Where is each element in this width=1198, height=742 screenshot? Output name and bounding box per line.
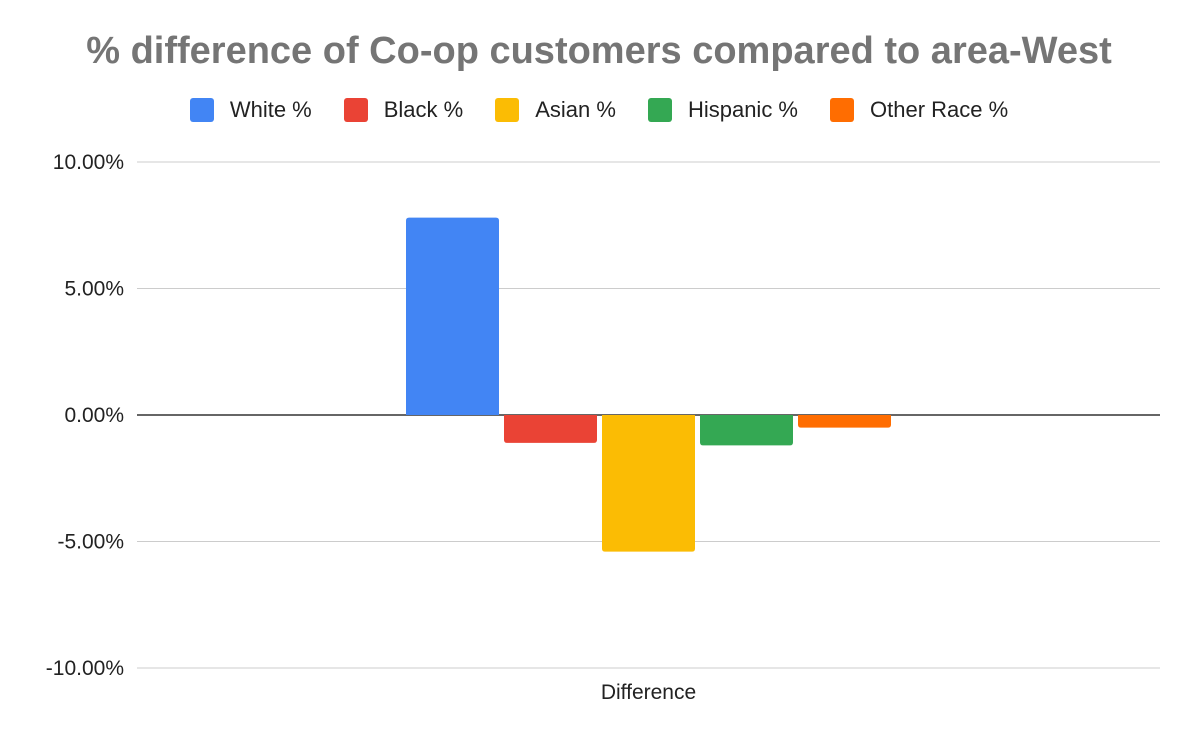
legend-label-asian: Asian % — [535, 97, 616, 122]
y-tick-label: 0.00% — [64, 404, 124, 427]
legend-item-asian[interactable]: Asian % — [495, 97, 616, 123]
legend-item-black[interactable]: Black % — [343, 97, 464, 123]
y-tick-label: 5.00% — [64, 278, 124, 301]
bars — [406, 217, 891, 552]
legend-swatch-hispanic — [647, 98, 672, 122]
bar-hispanic[interactable] — [700, 415, 793, 446]
y-tick-label: -5.00% — [57, 531, 124, 554]
bar-white[interactable] — [406, 217, 499, 415]
legend-item-other-race[interactable]: Other Race % — [830, 97, 1008, 123]
legend: White % Black % Asian % Hispanic % Other… — [0, 97, 1198, 123]
x-category-label: Difference — [601, 681, 696, 704]
bar-other-race[interactable] — [798, 415, 891, 428]
legend-label-other-race: Other Race % — [870, 97, 1009, 122]
x-category-labels: Difference — [601, 681, 696, 704]
legend-item-hispanic[interactable]: Hispanic % — [647, 97, 798, 123]
legend-swatch-other-race — [830, 98, 854, 122]
bar-black[interactable] — [504, 415, 597, 443]
chart-title: % difference of Co-op customers compared… — [86, 30, 1112, 72]
y-tick-labels: 10.00% 5.00% 0.00% -5.00% -10.00% — [46, 151, 124, 680]
y-tick-label: -10.00% — [46, 657, 124, 680]
legend-swatch-asian — [495, 98, 520, 122]
legend-item-white[interactable]: White % — [189, 97, 312, 123]
legend-swatch-black — [343, 98, 368, 122]
legend-swatch-white — [189, 98, 214, 122]
legend-label-white: White % — [229, 97, 312, 122]
y-tick-label: 10.00% — [53, 151, 124, 174]
legend-label-hispanic: Hispanic % — [687, 97, 798, 122]
bar-asian[interactable] — [602, 415, 695, 552]
legend-label-black: Black % — [383, 97, 464, 122]
